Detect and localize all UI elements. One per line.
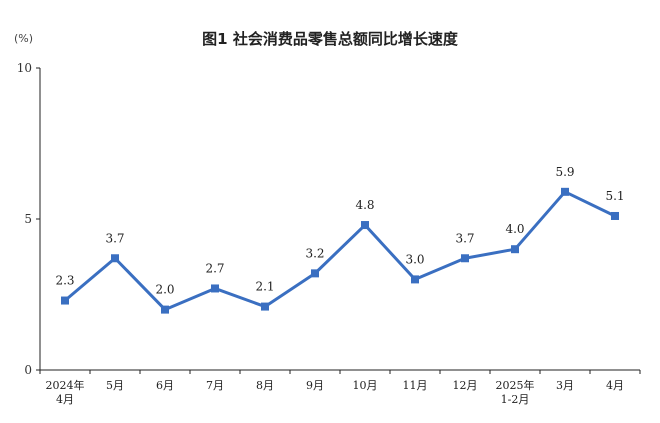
data-point-marker — [261, 302, 269, 311]
data-point-marker — [111, 254, 119, 263]
y-tick-label: 10 — [17, 61, 32, 75]
x-tick-labels: 2024年 4月 5月 6月 7月 8月 9月 10月 11月 12月 2025年 1-2月 3月 4月 — [46, 378, 625, 406]
data-label: 4.8 — [355, 198, 374, 212]
data-label: 2.0 — [155, 283, 174, 297]
y-tick-label: 5 — [24, 212, 32, 226]
data-label: 3.7 — [105, 231, 124, 245]
x-tick-label: 7月 — [206, 379, 224, 392]
data-labels: 2.3 3.7 2.0 2.7 2.1 3.2 4.8 3.0 3.7 4.0 5.9 5.1 — [55, 165, 624, 297]
x-tick-label: 9月 — [306, 379, 324, 392]
data-label: 4.0 — [505, 222, 524, 236]
x-tick-label: 8月 — [256, 379, 274, 392]
data-point-marker — [161, 305, 169, 314]
data-point-marker — [561, 187, 569, 196]
chart-title: 图1 社会消费品零售总额同比增长速度 — [202, 30, 459, 48]
x-tick-label: 3月 — [556, 379, 574, 392]
series-polyline — [64, 190, 616, 312]
data-point-marker — [411, 275, 419, 284]
x-tick-label: 5月 — [106, 379, 124, 392]
data-point-marker — [461, 254, 469, 263]
x-tick-label: 2025年 1-2月 — [496, 378, 535, 406]
y-tick-labels: 0 5 10 — [17, 61, 32, 377]
data-label: 3.2 — [305, 246, 324, 260]
x-tick-label: 4月 — [606, 379, 624, 392]
data-label: 2.7 — [205, 261, 224, 275]
data-label: 3.0 — [405, 252, 424, 266]
data-point-marker — [211, 284, 219, 293]
x-tick-label: 11月 — [403, 379, 428, 392]
data-label: 2.3 — [55, 274, 74, 288]
data-point-marker — [511, 245, 519, 254]
data-label: 3.7 — [455, 231, 474, 245]
x-tick-label: 2024年 4月 — [46, 378, 85, 406]
x-tick-label: 12月 — [453, 379, 478, 392]
axes — [36, 67, 641, 374]
data-point-marker — [611, 211, 619, 220]
data-point-marker — [61, 296, 69, 305]
y-tick-label: 0 — [24, 363, 32, 377]
data-label: 5.1 — [605, 189, 624, 203]
y-unit-label: (%) — [14, 32, 33, 45]
x-tick-label: 6月 — [156, 379, 174, 392]
x-tick-label: 10月 — [353, 379, 378, 392]
data-label: 5.9 — [555, 165, 574, 179]
data-point-marker — [311, 269, 319, 278]
data-label: 2.1 — [255, 280, 274, 294]
series-line — [61, 187, 619, 314]
data-point-marker — [361, 221, 369, 230]
